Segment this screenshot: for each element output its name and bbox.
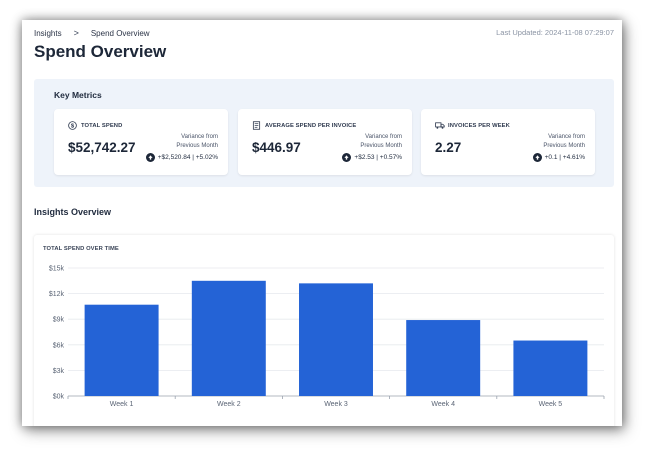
x-tick-label: Week 2 <box>217 401 241 408</box>
variance-delta-text: +$2.53 | +0.57% <box>354 154 402 161</box>
metric-card-invoices-per-week: INVOICES PER WEEK 2.27 Variance from Pre… <box>421 109 595 175</box>
metric-value: 2.27 <box>435 140 462 155</box>
variance-label-line2: Previous Month <box>360 143 402 149</box>
key-metrics-panel: Key Metrics $ TOTAL SPEND $52,742.27 Var… <box>34 79 614 187</box>
metric-card-total-spend: $ TOTAL SPEND $52,742.27 Variance from P… <box>54 109 228 175</box>
spend-chart-card: TOTAL SPEND OVER TIME $0k $3k $6k $9k $12k $1… <box>34 235 614 426</box>
variance-label-line2: Previous Month <box>543 143 585 149</box>
metric-value: $446.97 <box>252 140 301 155</box>
metric-card-average-spend: AVERAGE SPEND PER INVOICE $446.97 Varian… <box>238 109 412 175</box>
breadcrumb-current: Spend Overview <box>90 28 150 38</box>
variance-delta-text: +0.1 | +4.61% <box>544 154 585 161</box>
metric-card-header: $ TOTAL SPEND <box>68 121 122 130</box>
breadcrumb: Insights > Spend Overview <box>34 28 150 38</box>
arrow-up-icon <box>532 153 542 162</box>
variance-label: Variance from Previous Month <box>543 133 585 151</box>
variance-label-line1: Variance from <box>181 134 218 140</box>
variance-delta-text: +$2,520.84 | +5.02% <box>157 154 218 161</box>
metric-label: AVERAGE SPEND PER INVOICE <box>265 122 357 129</box>
variance-delta: +0.1 | +4.61% <box>532 153 585 162</box>
last-updated-text: Last Updated: 2024-11-08 07:29:07 <box>496 28 614 37</box>
invoice-icon <box>252 121 261 130</box>
variance-label: Variance from Previous Month <box>360 133 402 151</box>
app-window: Insights > Spend Overview Last Updated: … <box>22 20 622 426</box>
y-tick-label: $15k <box>49 266 65 273</box>
bar <box>191 280 266 396</box>
variance-label-line2: Previous Month <box>176 143 218 149</box>
y-tick-label: $6k <box>53 342 65 349</box>
x-tick-label: Week 3 <box>324 401 348 408</box>
metric-value: $52,742.27 <box>68 140 136 155</box>
metric-card-header: AVERAGE SPEND PER INVOICE <box>252 121 356 130</box>
x-tick-label: Week 5 <box>539 401 563 408</box>
key-metrics-title: Key Metrics <box>54 90 102 100</box>
y-tick-label: $0k <box>53 394 65 401</box>
variance-delta: +$2.53 | +0.57% <box>342 153 402 162</box>
bar <box>513 340 588 396</box>
arrow-up-icon <box>145 153 155 162</box>
metric-label: TOTAL SPEND <box>81 122 123 129</box>
x-tick-label: Week 4 <box>431 401 455 408</box>
breadcrumb-insights-link[interactable]: Insights <box>34 28 62 38</box>
chart-title: TOTAL SPEND OVER TIME <box>43 246 119 252</box>
spend-bar-chart: $0k $3k $6k $9k $12k $15k Week 1 Week 2 Week 3 We… <box>49 266 605 408</box>
variance-label: Variance from Previous Month <box>176 133 218 151</box>
page-title: Spend Overview <box>34 42 167 61</box>
variance-label-line1: Variance from <box>365 134 402 140</box>
svg-text:$: $ <box>71 124 75 130</box>
x-tick-label: Week 1 <box>110 401 134 408</box>
y-tick-label: $12k <box>49 291 65 298</box>
arrow-up-icon <box>342 153 352 162</box>
bar <box>406 320 481 396</box>
breadcrumb-separator: > <box>73 28 79 38</box>
metric-label: INVOICES PER WEEK <box>448 122 510 129</box>
variance-label-line1: Variance from <box>548 134 585 140</box>
bar <box>84 304 159 396</box>
y-tick-label: $3k <box>53 368 65 375</box>
truck-icon <box>435 121 445 130</box>
insights-overview-title: Insights Overview <box>34 207 112 217</box>
metric-card-header: INVOICES PER WEEK <box>435 121 510 130</box>
y-tick-label: $9k <box>53 317 65 324</box>
bar <box>299 283 373 396</box>
variance-delta: +$2,520.84 | +5.02% <box>145 153 218 162</box>
dollar-circle-icon: $ <box>68 121 77 130</box>
